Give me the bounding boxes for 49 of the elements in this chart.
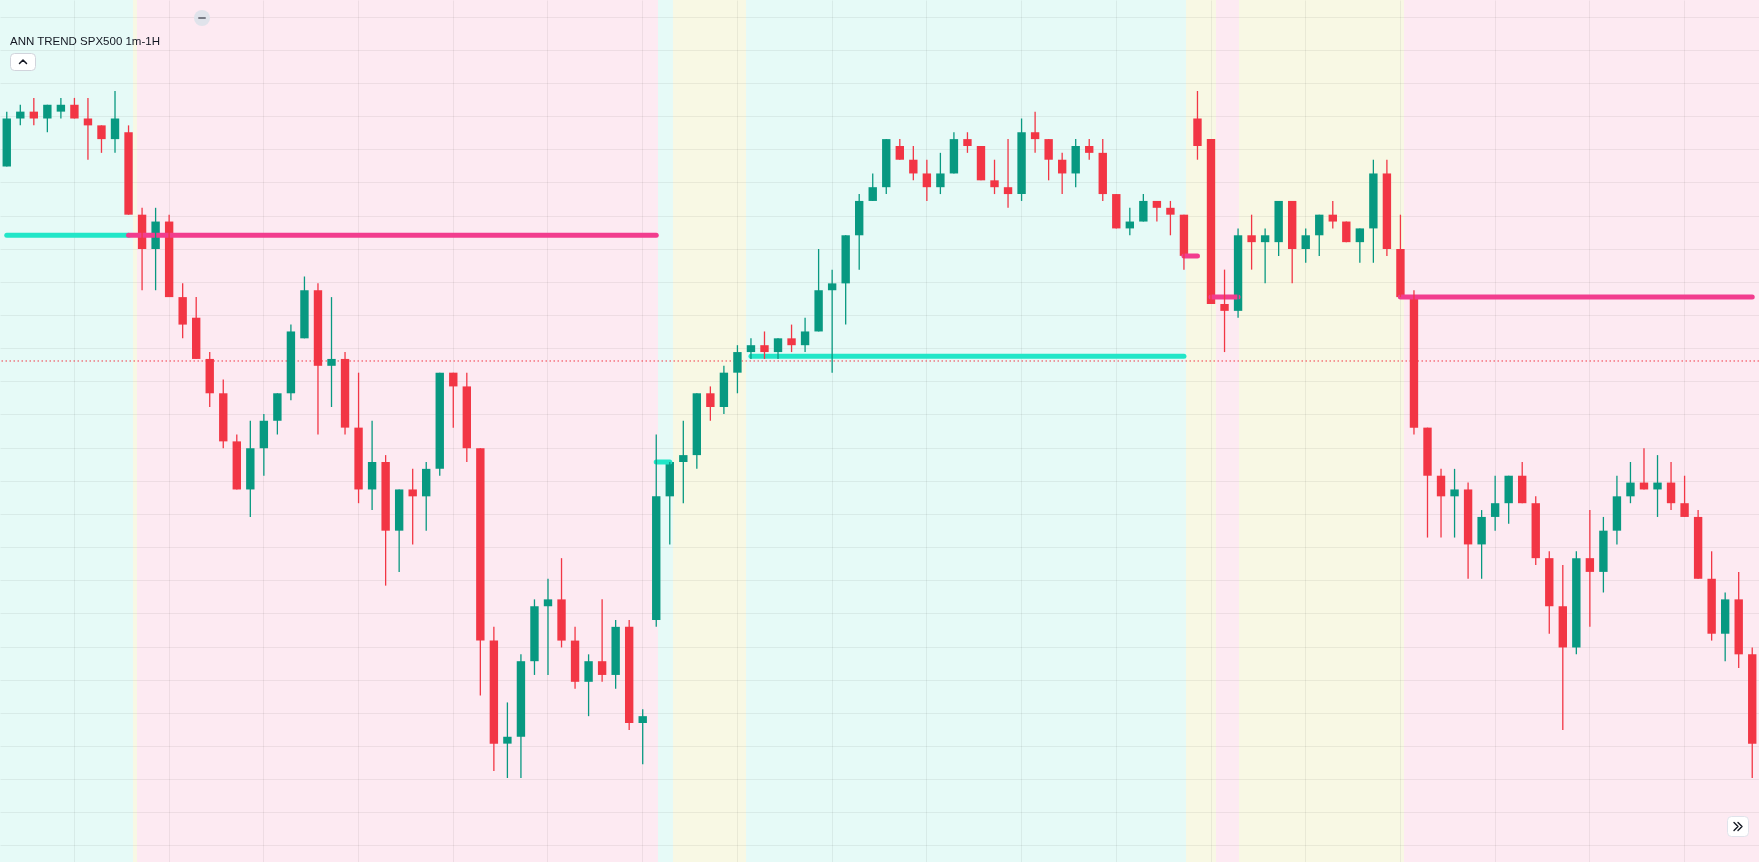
candlestick xyxy=(1396,214,1405,298)
candlestick xyxy=(733,344,742,394)
candlestick xyxy=(43,104,52,133)
candlestick xyxy=(1477,509,1486,580)
candlestick xyxy=(611,619,620,690)
candlestick xyxy=(70,97,79,120)
candlestick xyxy=(178,282,187,339)
candlestick xyxy=(503,701,512,779)
candlestick xyxy=(1139,193,1148,223)
candlestick xyxy=(300,275,309,339)
candlestick xyxy=(1680,475,1689,518)
candlestick xyxy=(408,468,417,546)
candlestick xyxy=(1707,550,1716,642)
candlestick xyxy=(1450,468,1459,539)
candlestick xyxy=(584,653,593,717)
candlestick xyxy=(1044,138,1053,181)
candlestick xyxy=(381,454,390,587)
candlestick xyxy=(814,248,823,333)
candlestick xyxy=(1599,516,1608,594)
candlestick xyxy=(1247,214,1256,271)
candlestick xyxy=(1017,117,1026,202)
candlestick xyxy=(557,557,566,649)
candlestick xyxy=(246,420,255,518)
candlestick xyxy=(1572,550,1581,655)
candlestick xyxy=(936,152,945,195)
chart-title: ANN TREND SPX500 1m-1H xyxy=(10,34,160,47)
candlestick xyxy=(1193,90,1202,161)
candlestick xyxy=(1274,200,1283,257)
candlestick xyxy=(97,124,106,154)
candlestick xyxy=(1342,220,1351,243)
candlestick xyxy=(1220,268,1229,353)
candlestick xyxy=(1369,159,1378,264)
candlestick xyxy=(963,131,972,154)
candlestick xyxy=(990,159,999,195)
candlestick xyxy=(476,447,485,697)
candlestick xyxy=(354,372,363,504)
candlestick xyxy=(273,392,282,436)
candlestick xyxy=(760,330,769,360)
candlestick xyxy=(1626,461,1635,504)
candlestick xyxy=(1504,475,1513,525)
candlestick xyxy=(1423,426,1432,539)
candlestick xyxy=(1166,200,1175,236)
candlestick xyxy=(787,323,796,353)
candlestick xyxy=(909,145,918,181)
candlestick xyxy=(327,296,336,408)
candlestick xyxy=(124,124,133,216)
candlestick xyxy=(841,234,850,326)
candlestick xyxy=(530,598,539,676)
candlestick xyxy=(706,385,715,422)
